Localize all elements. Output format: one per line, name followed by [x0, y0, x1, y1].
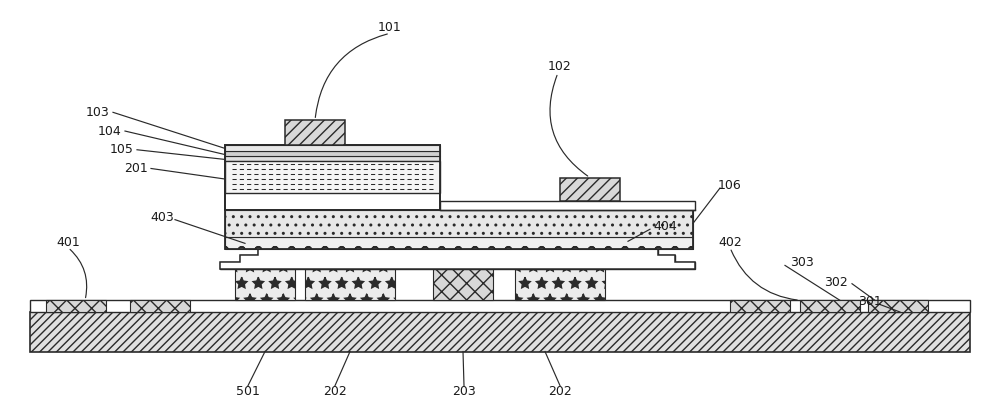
Text: 404: 404 [653, 220, 677, 233]
Bar [225, 210, 693, 249]
Bar [433, 269, 493, 300]
Bar [560, 178, 620, 201]
Text: 101: 101 [378, 20, 402, 34]
Bar [225, 237, 693, 249]
Bar [30, 312, 970, 352]
Bar [220, 262, 695, 269]
Text: 203: 203 [452, 384, 476, 398]
Bar [258, 249, 658, 255]
Bar [225, 156, 440, 161]
Text: 104: 104 [98, 124, 122, 138]
Bar [225, 161, 440, 193]
Text: 202: 202 [548, 384, 572, 398]
Text: 106: 106 [718, 178, 742, 192]
Bar [225, 145, 440, 210]
Text: 102: 102 [548, 60, 572, 73]
Bar [225, 210, 693, 237]
Text: 501: 501 [236, 384, 260, 398]
Bar [130, 300, 190, 312]
Bar [800, 300, 860, 312]
Bar [225, 151, 440, 156]
Bar [305, 269, 395, 300]
Bar [30, 300, 970, 312]
Bar [730, 300, 790, 312]
Bar [285, 120, 345, 145]
Bar [868, 300, 928, 312]
Bar [440, 201, 695, 210]
Bar [240, 255, 675, 262]
Text: 202: 202 [323, 384, 347, 398]
Text: 103: 103 [86, 106, 110, 119]
Text: 302: 302 [824, 275, 848, 289]
Text: 401: 401 [56, 235, 80, 249]
Bar [225, 145, 440, 151]
Text: 301: 301 [858, 295, 882, 308]
Bar [225, 145, 440, 210]
Polygon shape [220, 249, 695, 269]
Text: 403: 403 [150, 210, 174, 224]
Text: 201: 201 [124, 162, 148, 175]
Bar [235, 269, 295, 300]
Text: 402: 402 [718, 235, 742, 249]
Bar [515, 269, 605, 300]
Text: 105: 105 [110, 143, 134, 156]
Bar [46, 300, 106, 312]
Text: 303: 303 [790, 256, 814, 270]
